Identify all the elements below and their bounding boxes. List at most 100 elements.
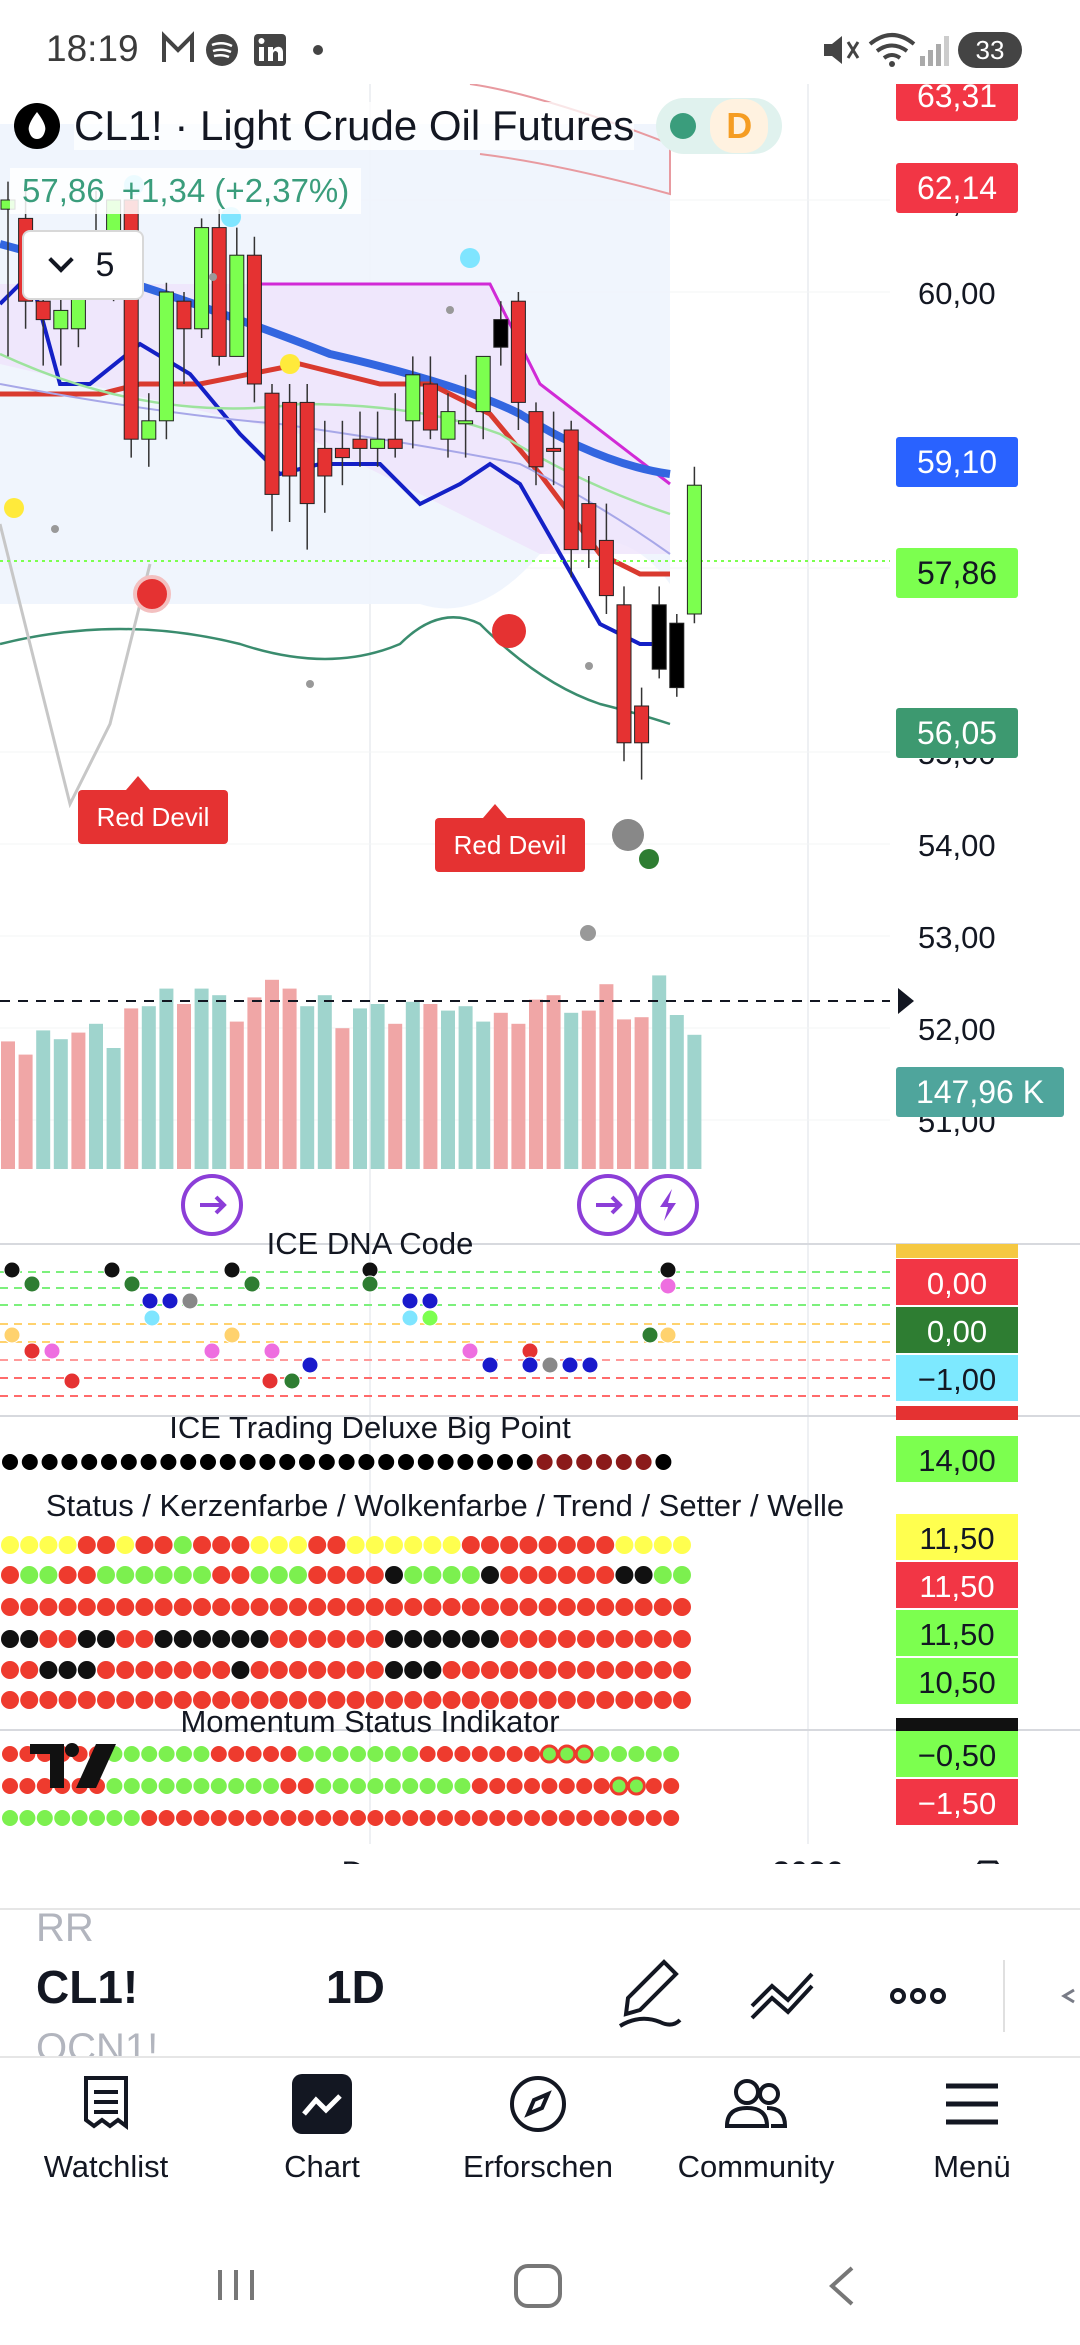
status-dot [404,1536,423,1554]
status-dot [596,1630,615,1648]
dna-dot [561,1356,579,1374]
status-dot [557,1536,576,1554]
chevron-left-icon[interactable] [1061,1988,1075,2004]
status-dot [135,1630,154,1648]
pencil-icon[interactable] [618,1959,682,2028]
pane-badge-text: 10,50 [918,1665,996,1700]
status-dot [577,1566,595,1584]
status-dot [365,1566,384,1584]
status-dot [20,1598,39,1616]
bigpoint-dot [615,1454,632,1470]
status-dot [346,1691,365,1709]
market-status-pill[interactable]: D [656,98,783,154]
status-dot [77,1566,96,1584]
status-dot [538,1691,557,1709]
status-dot [308,1566,327,1584]
momentum-dot [574,1744,594,1764]
status-dot [231,1691,250,1709]
candle-body [493,319,509,348]
bigpoint-dot [655,1454,672,1470]
chart-area[interactable]: Red Devil Red Devil ICE DNA Code ICE Tradi… [0,0,1080,1911]
bigpoint-dot [259,1454,276,1470]
pane-badge [896,1731,1018,1777]
nav-label-erforschen: Erforschen [463,2149,613,2184]
status-dot [77,1536,96,1554]
interval-selector[interactable]: 1D [326,1961,385,2013]
chart-settings-icon[interactable] [970,1860,1006,1888]
candle-body [334,447,350,459]
trend-lines-icon[interactable] [750,1972,814,2020]
momentum-dot [332,1746,349,1762]
status-dot [58,1566,77,1584]
status-dot [365,1661,384,1679]
dna-dot [581,1356,599,1374]
candle-body [282,401,298,477]
nav-watchlist[interactable]: Watchlist [6,2074,206,2185]
candle-body [211,227,227,357]
symbol-selector[interactable]: CL1! [36,1961,139,2013]
status-dot [385,1691,403,1709]
time-axis-label: 2026 [772,1855,843,1864]
previous-symbol[interactable]: RR [36,1908,94,1950]
signal-icon [920,36,949,66]
momentum-dot [315,1778,332,1794]
status-dot [135,1661,154,1679]
bigpoint-dot [635,1454,652,1470]
dna-dot [421,1309,439,1327]
home-icon[interactable] [514,2264,562,2308]
status-dot [519,1598,538,1616]
chart-canvas[interactable]: Red Devil Red Devil ICE DNA Code ICE Tradi… [0,0,1080,1911]
more-icon[interactable] [890,1988,946,2004]
recent-apps-icon[interactable] [218,2270,254,2300]
status-dot [116,1691,135,1709]
status-dot [423,1691,442,1709]
nav-community[interactable]: Community [656,2074,856,2185]
status-dot [538,1566,557,1584]
status-dot [423,1661,442,1679]
status-dot [673,1536,691,1554]
momentum-dot [541,1810,558,1826]
volume-bar [405,1001,420,1169]
status-dot [423,1536,442,1554]
momentum-dot [524,1746,540,1762]
momentum-dot [141,1810,158,1826]
status-dot [634,1598,653,1616]
nav-chart[interactable]: Chart [222,2074,422,2185]
back-icon[interactable] [829,2266,854,2306]
bigpoint-dot [239,1454,256,1470]
nav-erforschen[interactable]: Erforschen [438,2074,638,2185]
momentum-dot [158,1810,175,1826]
next-symbol[interactable]: QCN1! [36,2026,159,2058]
candle-body [563,429,579,551]
candle-body [634,705,650,744]
indicator-collapse-button[interactable]: 5 [22,230,144,300]
candle-body [176,300,192,330]
status-dot [58,1630,77,1648]
momentum-dot [437,1746,453,1762]
hexagon-outline [970,1860,1006,1888]
status-dot [634,1536,653,1554]
replay-icon[interactable] [181,1174,243,1236]
flash-icon[interactable] [637,1174,699,1236]
status-dot [250,1536,269,1554]
momentum-dot [471,1746,488,1762]
status-dot [519,1536,538,1554]
dna-dot [641,1326,659,1344]
candle-body [53,309,69,330]
status-dot [1,1536,19,1554]
status-dot [20,1661,39,1679]
nav-menu[interactable]: Menü [872,2074,1072,2185]
momentum-dot [36,1810,53,1826]
status-dot [500,1566,519,1584]
pane-badge-text: −1,00 [918,1362,996,1397]
replay-icon[interactable] [577,1174,639,1236]
status-dot [269,1661,288,1679]
status-dot [58,1598,77,1616]
momentum-dot [593,1746,610,1762]
status-dot [500,1598,519,1616]
bottom-nav: Watchlist Chart Erforschen Community Men… [0,2060,1080,2240]
status-dot [135,1566,154,1584]
symbol-header[interactable]: CL1! · Light Crude Oil Futures D [14,98,783,154]
status-dot [673,1661,691,1679]
momentum-dot [663,1810,680,1826]
